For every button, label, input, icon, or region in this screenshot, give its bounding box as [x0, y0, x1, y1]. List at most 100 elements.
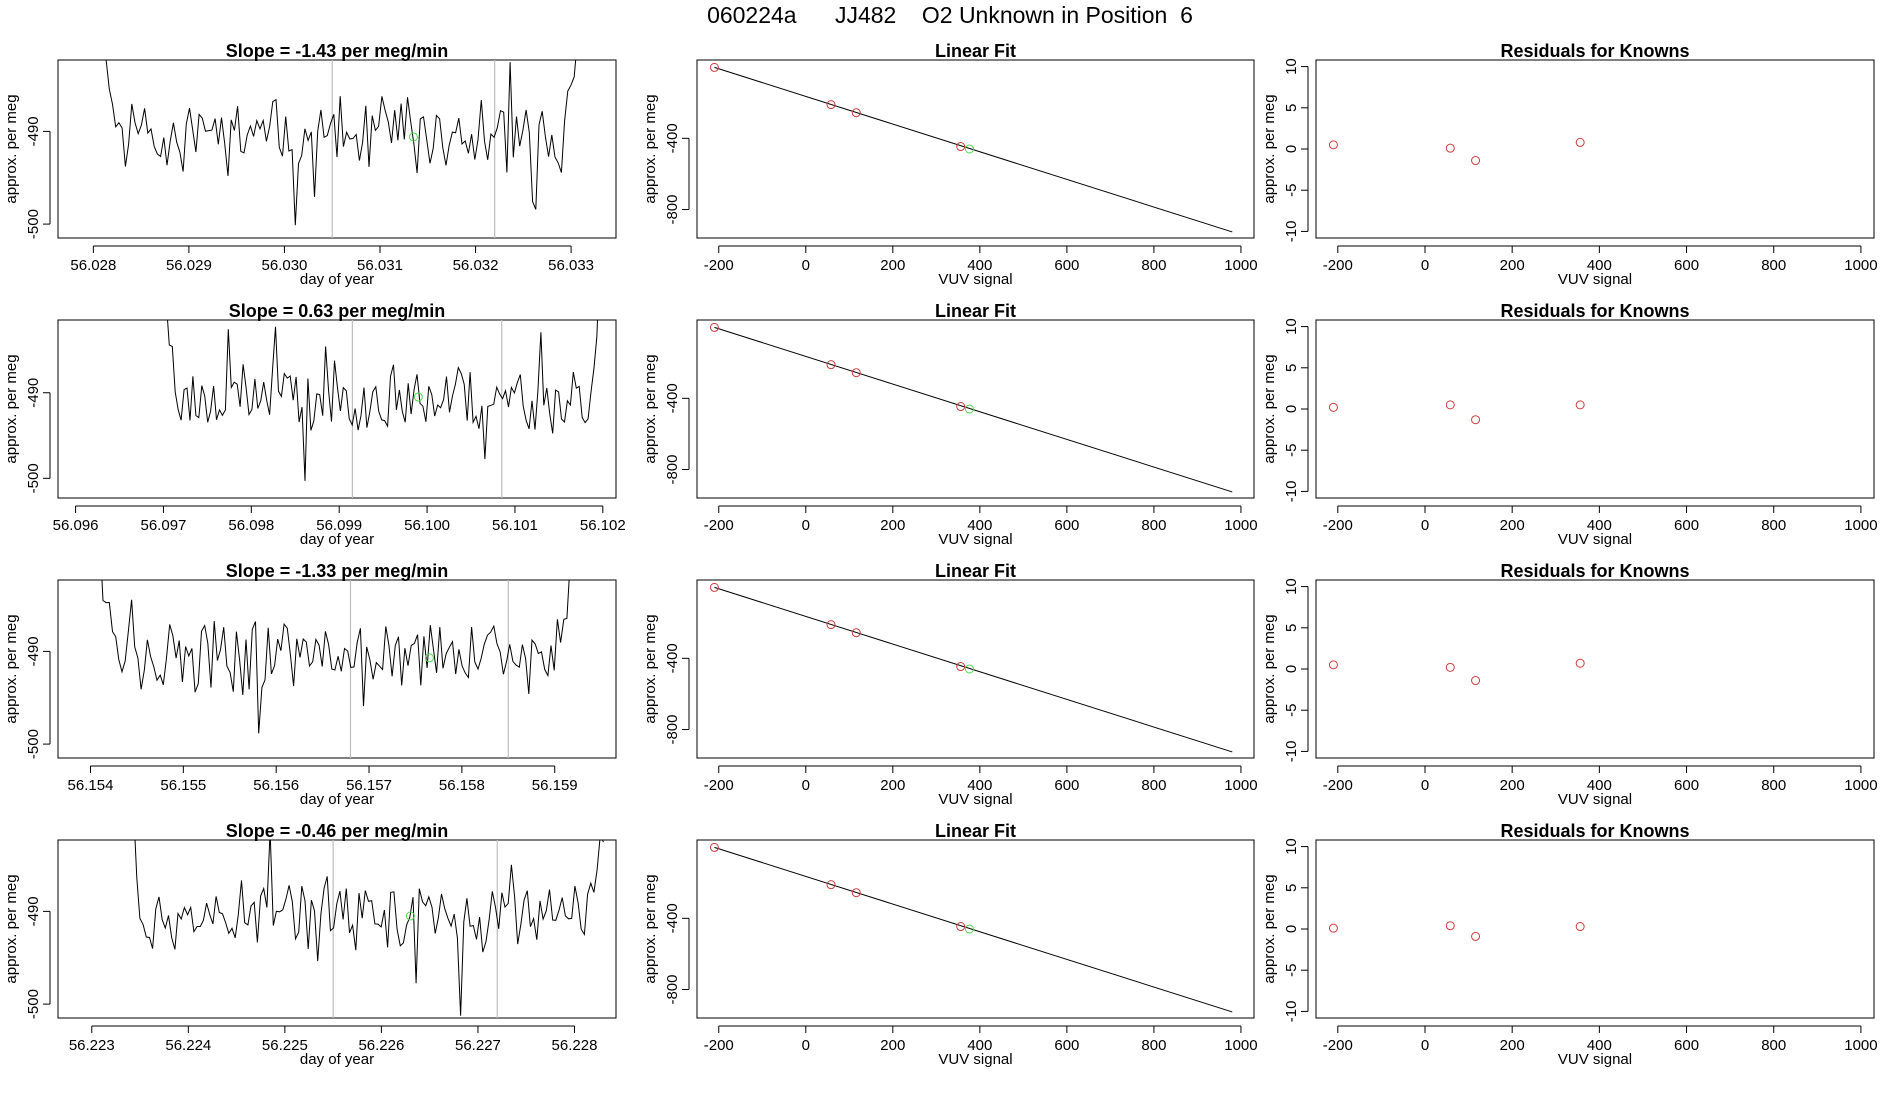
plot-frame [696, 59, 1255, 239]
x-tick-label: 0 [1421, 1037, 1429, 1054]
y-tick-label: 5 [1283, 624, 1300, 632]
known-point [709, 842, 719, 852]
x-tick-label: 400 [1587, 517, 1612, 534]
x-tick-label: 200 [880, 777, 905, 794]
residual-point [1445, 143, 1455, 153]
y-tick-label: -800 [664, 715, 681, 745]
x-tick-label: -200 [704, 777, 734, 794]
residual-point [1575, 400, 1585, 410]
x-tick-label: 56.227 [455, 1037, 501, 1054]
plot-area [167, 320, 598, 498]
x-tick-label: 600 [1054, 1037, 1079, 1054]
x-tick-label: 1000 [1224, 257, 1257, 274]
plot-area [1328, 658, 1585, 686]
y-tick-label: -400 [664, 123, 681, 153]
x-tick-label: 400 [967, 1037, 992, 1054]
unknown-point [964, 924, 974, 934]
residual-point [1575, 658, 1585, 668]
known-point [956, 142, 966, 152]
residual-point [1328, 402, 1338, 412]
unknown-point [964, 404, 974, 414]
y-tick-label: -490 [25, 116, 42, 146]
x-axis-label: VUV signal [938, 271, 1012, 288]
plot-area [1328, 921, 1585, 941]
panel-title: Slope = 0.63 per meg/min [229, 301, 446, 321]
plot-frame [696, 319, 1255, 499]
x-tick-label: 56.228 [552, 1037, 598, 1054]
plot-frame [57, 839, 617, 1019]
x-tick-label: 0 [802, 257, 810, 274]
x-tick-label: 0 [802, 777, 810, 794]
x-tick-label: 600 [1054, 517, 1079, 534]
unknown-point [413, 392, 423, 402]
x-tick-label: -200 [704, 1037, 734, 1054]
x-tick-label: 200 [1500, 1037, 1525, 1054]
series-line [134, 840, 604, 1016]
plot-frame [1315, 579, 1875, 759]
chart-panel-linear-fit-row-3: Linear Fit -200 0 200 400 600 800 1000 VUV signa… [642, 561, 1258, 808]
y-tick-label: 10 [1283, 58, 1300, 75]
x-tick-label: 600 [1054, 257, 1079, 274]
x-tick-label: -200 [1323, 517, 1353, 534]
residual-point [1445, 921, 1455, 931]
x-tick-label: 56.031 [357, 257, 403, 274]
x-tick-label: 56.102 [580, 517, 626, 534]
x-tick-label: 56.028 [70, 257, 116, 274]
x-tick-label: 1000 [1844, 1037, 1877, 1054]
series-line [167, 320, 598, 481]
y-axis-label: approx. per meg [3, 874, 20, 983]
x-tick-label: 1000 [1224, 517, 1257, 534]
residual-point [1471, 156, 1481, 166]
x-tick-label: 200 [880, 517, 905, 534]
residual-point [1471, 931, 1481, 941]
known-point [851, 628, 861, 638]
x-tick-label: 56.097 [141, 517, 187, 534]
known-point [851, 108, 861, 118]
x-tick-label: 400 [967, 517, 992, 534]
plot-area [709, 582, 1233, 753]
y-tick-label: -800 [664, 195, 681, 225]
y-tick-label: -5 [1283, 704, 1300, 717]
x-tick-label: 56.157 [346, 777, 392, 794]
chart-panel-residuals-row-3: Residuals for Knowns-200 0 200 400 600 800 100… [1261, 561, 1878, 808]
x-tick-label: 56.224 [165, 1037, 211, 1054]
y-axis-label: approx. per meg [1261, 94, 1278, 203]
unknown-point [424, 653, 434, 663]
unknown-point [405, 911, 415, 921]
x-axis-label: VUV signal [1558, 271, 1632, 288]
y-tick-label: 10 [1283, 578, 1300, 595]
chart-panel-residuals-row-1: Residuals for Knowns-200 0 200 400 600 800 100… [1261, 41, 1878, 288]
known-point [826, 880, 836, 890]
y-axis-label: approx. per meg [3, 354, 20, 463]
y-tick-label: -500 [25, 463, 42, 493]
residual-point [1328, 923, 1338, 933]
x-tick-label: 800 [1761, 1037, 1786, 1054]
residual-point [1328, 140, 1338, 150]
x-tick-label: 56.101 [492, 517, 538, 534]
y-tick-label: -5 [1283, 964, 1300, 977]
chart-panel-time-series-row-3: Slope = -1.33 per meg/min 56.154 56.155 56.… [3, 561, 617, 808]
plot-frame [1315, 59, 1875, 239]
plot-frame [696, 839, 1255, 1019]
x-tick-label: 0 [802, 1037, 810, 1054]
x-tick-label: 56.029 [166, 257, 212, 274]
x-tick-label: -200 [1323, 777, 1353, 794]
known-point [709, 62, 719, 72]
plot-area [709, 322, 1233, 493]
panel-title: Slope = -1.43 per meg/min [226, 41, 449, 61]
x-tick-label: 400 [1587, 1037, 1612, 1054]
y-tick-label: 5 [1283, 884, 1300, 892]
residual-point [1575, 137, 1585, 147]
x-tick-label: -200 [1323, 257, 1353, 274]
x-tick-label: 400 [1587, 777, 1612, 794]
x-tick-label: 800 [1141, 517, 1166, 534]
residual-point [1471, 415, 1481, 425]
plot-area [1328, 400, 1585, 425]
known-point [826, 100, 836, 110]
y-tick-label: 0 [1283, 145, 1300, 153]
x-tick-label: 400 [967, 257, 992, 274]
y-tick-label: 0 [1283, 925, 1300, 933]
panel-title: Linear Fit [935, 821, 1016, 841]
x-axis-label: VUV signal [1558, 791, 1632, 808]
x-tick-label: 600 [1674, 517, 1699, 534]
